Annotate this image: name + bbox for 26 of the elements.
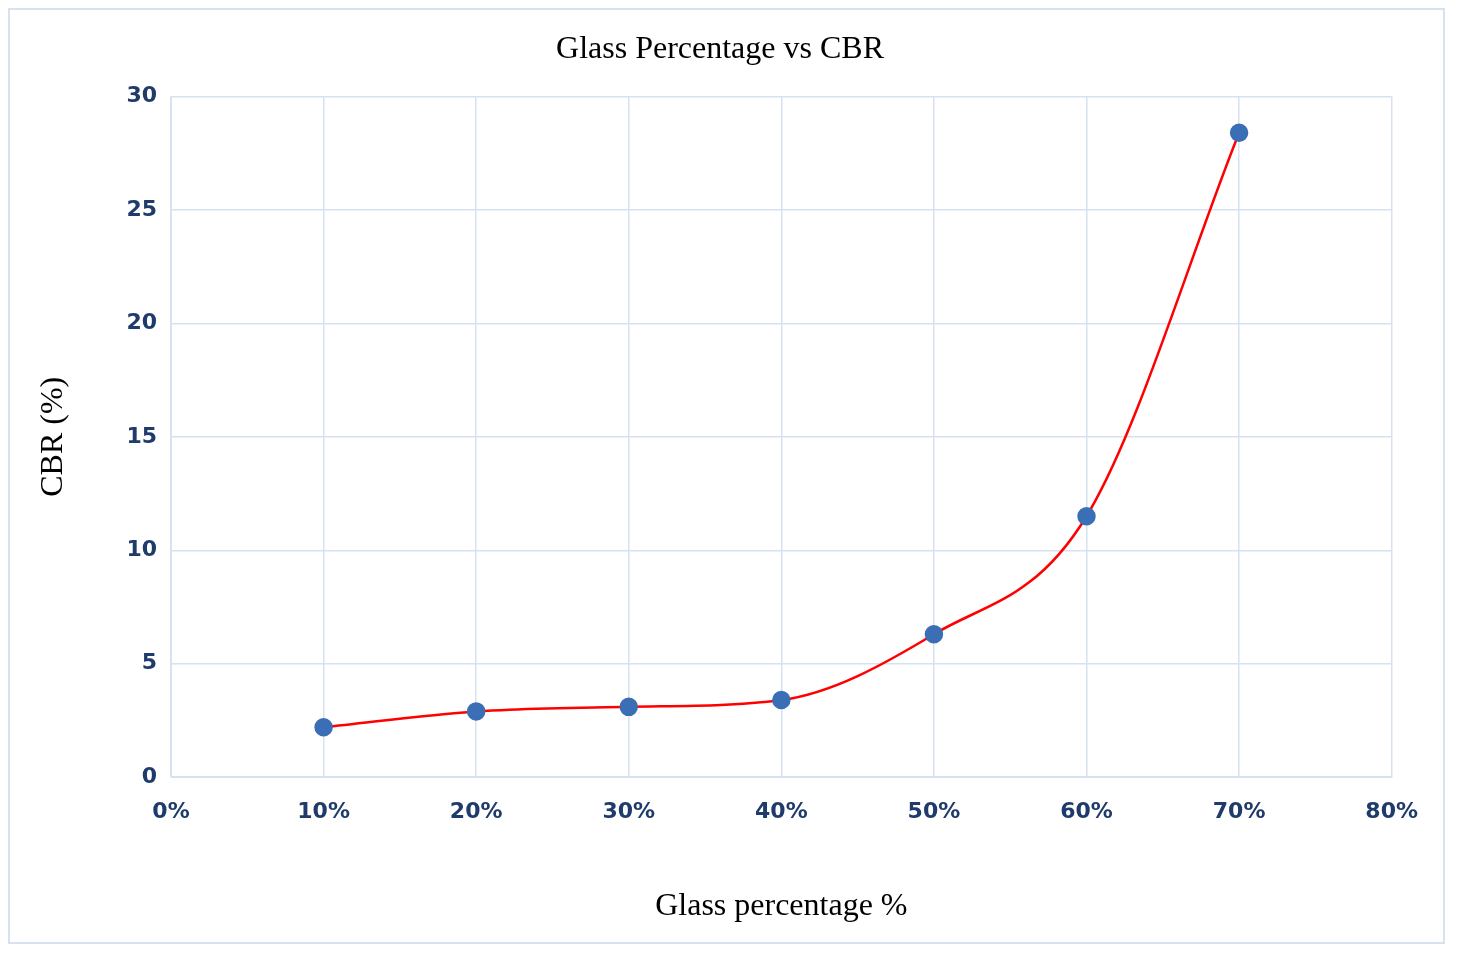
point <box>466 702 486 721</box>
x-tick-label: 0% <box>152 798 190 824</box>
x-tick-label: 10% <box>297 798 350 824</box>
y-tick-label: 5 <box>141 649 158 675</box>
chart-title: Glass Percentage vs CBR <box>556 28 885 65</box>
point <box>1077 506 1096 526</box>
point <box>314 718 333 737</box>
x-tick-label: 20% <box>449 798 503 824</box>
x-tick-label: 40% <box>755 798 808 824</box>
point <box>924 624 944 644</box>
point <box>619 697 639 717</box>
x-tick-label: 80% <box>1365 798 1419 824</box>
x-tick-label: 70% <box>1212 798 1266 824</box>
y-tick-label: 0 <box>141 762 158 788</box>
y-tick-label: 15 <box>126 422 158 448</box>
x-tick-label: 30% <box>602 798 656 824</box>
x-tick-label: 60% <box>1060 798 1113 824</box>
point <box>1229 123 1249 142</box>
x-tick-label: 50% <box>907 798 961 824</box>
y-tick-label: 25 <box>126 195 158 221</box>
point <box>772 690 791 710</box>
y-axis-title: CBR (%) <box>32 376 69 497</box>
x-axis-title: Glass percentage % <box>655 886 908 923</box>
y-tick-label: 20 <box>126 309 158 335</box>
y-tick-label: 10 <box>126 535 158 561</box>
y-tick-label: 30 <box>126 82 158 108</box>
